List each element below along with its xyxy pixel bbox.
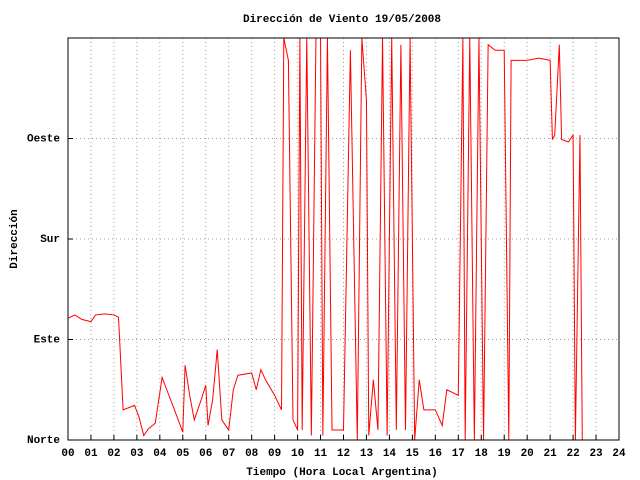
x-tick-label: 16 bbox=[429, 448, 442, 460]
x-tick-label: 21 bbox=[544, 448, 558, 460]
x-tick-label: 12 bbox=[337, 448, 350, 460]
x-tick-label: 01 bbox=[84, 448, 98, 460]
x-axis-label: Tiempo (Hora Local Argentina) bbox=[246, 467, 437, 479]
plot bbox=[67, 37, 583, 441]
x-tick-label: 14 bbox=[383, 448, 397, 460]
x-tick-label: 19 bbox=[498, 448, 511, 460]
y-tick-label: Sur bbox=[40, 234, 60, 246]
x-tick-label: 09 bbox=[268, 448, 281, 460]
data-line bbox=[67, 37, 583, 441]
x-tick-label: 00 bbox=[61, 448, 74, 460]
chart-title: Dirección de Viento 19/05/2008 bbox=[243, 14, 441, 26]
y-tick-label: Este bbox=[34, 334, 61, 346]
x-tick-label: 13 bbox=[360, 448, 374, 460]
y-tick-label: Norte bbox=[27, 435, 60, 447]
grid bbox=[67, 38, 620, 441]
x-tick-label: 04 bbox=[153, 448, 167, 460]
x-tick-label: 20 bbox=[521, 448, 534, 460]
x-tick-label: 22 bbox=[566, 448, 579, 460]
x-tick-label: 24 bbox=[612, 448, 626, 460]
x-tick-label: 06 bbox=[199, 448, 212, 460]
x-tick-label: 15 bbox=[406, 448, 420, 460]
x-tick-label: 23 bbox=[589, 448, 603, 460]
x-tick-label: 03 bbox=[130, 448, 144, 460]
x-tick-label: 17 bbox=[452, 448, 465, 460]
x-tick-label: 10 bbox=[291, 448, 304, 460]
y-axis-label: Dirección bbox=[9, 209, 21, 268]
x-tick-label: 11 bbox=[314, 448, 328, 460]
x-tick-label: 18 bbox=[475, 448, 489, 460]
y-tick-label: Oeste bbox=[27, 133, 60, 145]
x-tick-label: 02 bbox=[107, 448, 120, 460]
x-tick-label: 08 bbox=[245, 448, 259, 460]
x-tick-label: 07 bbox=[222, 448, 235, 460]
x-tick-label: 05 bbox=[176, 448, 190, 460]
